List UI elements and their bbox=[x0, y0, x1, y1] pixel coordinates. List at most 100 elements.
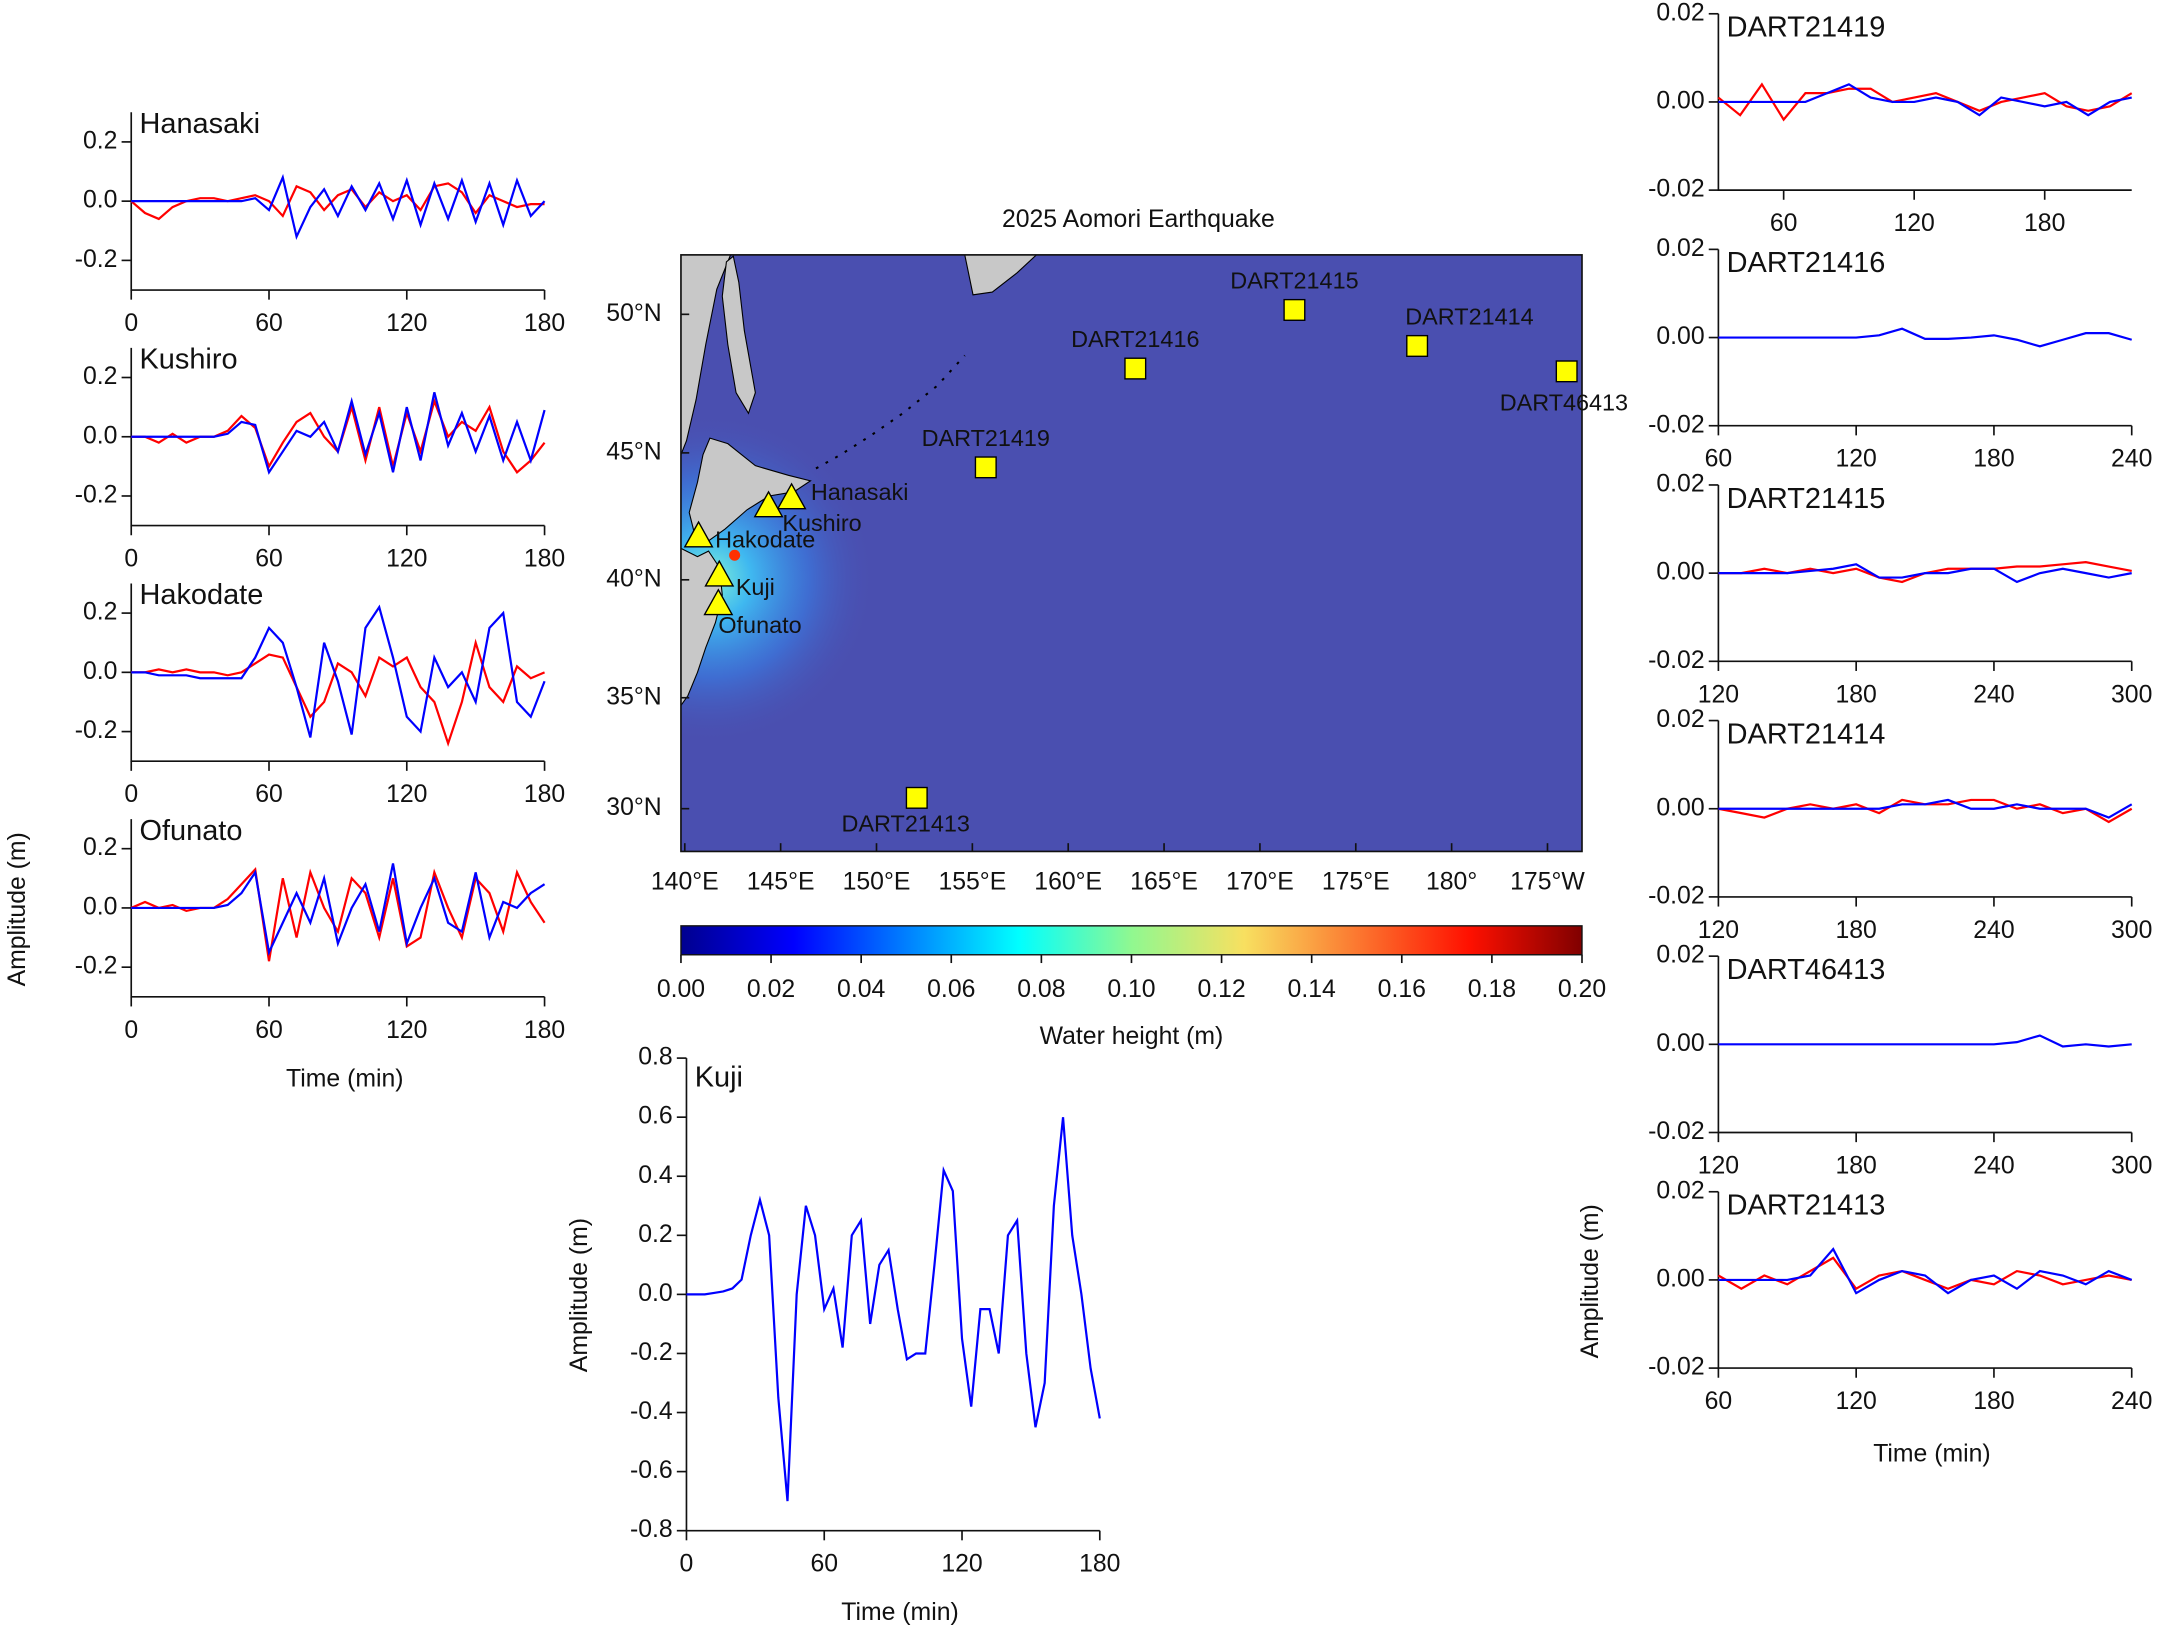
x-tick-label: 175°W bbox=[1510, 869, 1585, 896]
station-label: Hanasaki bbox=[811, 479, 909, 505]
y-tick-label: 0.0 bbox=[638, 1280, 672, 1307]
series-line bbox=[131, 173, 546, 241]
land-honshu bbox=[680, 547, 723, 707]
station-label: DART46413 bbox=[1500, 390, 1628, 416]
series-line bbox=[131, 392, 546, 475]
series-line bbox=[131, 863, 546, 957]
x-tick-label: 180 bbox=[1973, 446, 2014, 473]
x-tick-label: 0 bbox=[124, 310, 138, 337]
x-tick-label: 150°E bbox=[843, 869, 911, 896]
y-tick-label: 30°N bbox=[606, 794, 661, 821]
station-label: Kuji bbox=[736, 574, 775, 600]
x-tick-label: 60 bbox=[255, 546, 283, 573]
y-tick-label: 45°N bbox=[606, 438, 661, 465]
y-tick-label: -0.2 bbox=[75, 482, 118, 509]
y-tick-label: 0.2 bbox=[83, 599, 117, 626]
series-line bbox=[130, 182, 545, 221]
y-tick-label: 0.00 bbox=[1656, 87, 1704, 114]
panel-title: Kushiro bbox=[140, 344, 238, 376]
x-tick-label: 180 bbox=[524, 546, 565, 573]
y-tick-label: 0.02 bbox=[1656, 0, 1704, 26]
y-axis-label: Amplitude (m) bbox=[4, 832, 31, 986]
station-label: Ofunato bbox=[718, 612, 801, 638]
dart-station bbox=[1555, 360, 1578, 383]
y-tick-label: 50°N bbox=[606, 300, 661, 327]
y-tick-label: 0.00 bbox=[1656, 1265, 1704, 1292]
panel-title: DART21414 bbox=[1727, 718, 1886, 750]
y-tick-label: 0.2 bbox=[638, 1221, 672, 1248]
y-tick-label: -0.02 bbox=[1648, 647, 1704, 674]
panel-title: DART21419 bbox=[1727, 12, 1886, 44]
y-tick-label: 40°N bbox=[606, 565, 661, 592]
x-tick-label: 0 bbox=[124, 546, 138, 573]
tide-gauge bbox=[753, 490, 784, 518]
x-tick-label: 60 bbox=[255, 781, 283, 808]
y-tick-label: -0.2 bbox=[75, 953, 118, 980]
station-label: DART21413 bbox=[842, 811, 970, 837]
series-line bbox=[1718, 1247, 2133, 1295]
x-tick-label: 170°E bbox=[1226, 869, 1294, 896]
tide-gauge bbox=[683, 520, 714, 548]
x-tick-label: 120 bbox=[386, 1017, 427, 1044]
panel-title: DART21416 bbox=[1727, 247, 1886, 279]
x-tick-label: 140°E bbox=[651, 869, 719, 896]
x-tick-label: 60 bbox=[255, 1017, 283, 1044]
x-tick-label: 120 bbox=[941, 1551, 982, 1578]
station-label: DART21414 bbox=[1405, 304, 1533, 330]
land-sakhalin bbox=[721, 255, 756, 415]
x-tick-label: 180° bbox=[1426, 869, 1477, 896]
colorbar-tick-label: 0.08 bbox=[1017, 976, 1065, 1003]
x-axis-label: Time (min) bbox=[841, 1599, 958, 1626]
map-title: 2025 Aomori Earthquake bbox=[1002, 206, 1275, 233]
y-tick-label: 0.00 bbox=[1656, 1030, 1704, 1057]
x-tick-label: 180 bbox=[2024, 210, 2065, 237]
tide-gauge bbox=[704, 559, 735, 587]
y-tick-label: 0.0 bbox=[83, 893, 117, 920]
land-kamchatka bbox=[964, 254, 1038, 296]
y-tick-label: 35°N bbox=[606, 683, 661, 710]
y-tick-label: 0.4 bbox=[638, 1162, 673, 1189]
y-tick-label: -0.2 bbox=[75, 717, 118, 744]
y-tick-label: -0.02 bbox=[1648, 176, 1704, 203]
x-axis-label: Time (min) bbox=[286, 1066, 403, 1093]
x-tick-label: 180 bbox=[524, 310, 565, 337]
series-line bbox=[1717, 1256, 2132, 1291]
y-tick-label: 0.00 bbox=[1656, 559, 1704, 586]
map-frame bbox=[680, 254, 1583, 853]
x-tick-label: 60 bbox=[1705, 446, 1733, 473]
series-line bbox=[1718, 1034, 2132, 1048]
series-line bbox=[131, 604, 546, 738]
x-tick-label: 180 bbox=[1835, 1152, 1876, 1179]
dart-station bbox=[905, 786, 928, 809]
y-tick-label: 0.2 bbox=[83, 834, 117, 861]
panel-title: DART21413 bbox=[1727, 1190, 1886, 1222]
series-line bbox=[1718, 83, 2132, 117]
panel-title: Ofunato bbox=[140, 815, 243, 847]
axis-line bbox=[685, 1058, 1100, 1532]
y-tick-label: -0.4 bbox=[630, 1398, 673, 1425]
x-tick-label: 120 bbox=[386, 781, 427, 808]
colorbar-tick-label: 0.20 bbox=[1558, 976, 1606, 1003]
x-tick-label: 145°E bbox=[747, 869, 815, 896]
y-tick-label: 0.00 bbox=[1656, 794, 1704, 821]
x-tick-label: 120 bbox=[1698, 1152, 1739, 1179]
x-tick-label: 300 bbox=[2111, 1152, 2152, 1179]
x-tick-label: 120 bbox=[1893, 210, 1934, 237]
x-tick-label: 60 bbox=[1705, 1388, 1733, 1415]
series-line bbox=[131, 638, 545, 747]
station-label: DART21419 bbox=[922, 425, 1050, 451]
tide-gauge bbox=[776, 482, 807, 510]
x-tick-label: 180 bbox=[1835, 917, 1876, 944]
x-tick-label: 180 bbox=[1835, 681, 1876, 708]
station-label: Hakodate bbox=[715, 526, 815, 552]
series-line bbox=[1718, 563, 2132, 584]
station-label: Kushiro bbox=[782, 510, 861, 536]
y-tick-label: -0.2 bbox=[630, 1339, 673, 1366]
y-tick-label: 0.0 bbox=[83, 187, 117, 214]
x-tick-label: 120 bbox=[1698, 917, 1739, 944]
y-tick-label: -0.02 bbox=[1648, 882, 1704, 909]
x-tick-label: 240 bbox=[1973, 917, 2014, 944]
series-line bbox=[1718, 327, 2133, 348]
panel-title: Hakodate bbox=[140, 579, 264, 611]
y-tick-label: -0.02 bbox=[1648, 1118, 1704, 1145]
